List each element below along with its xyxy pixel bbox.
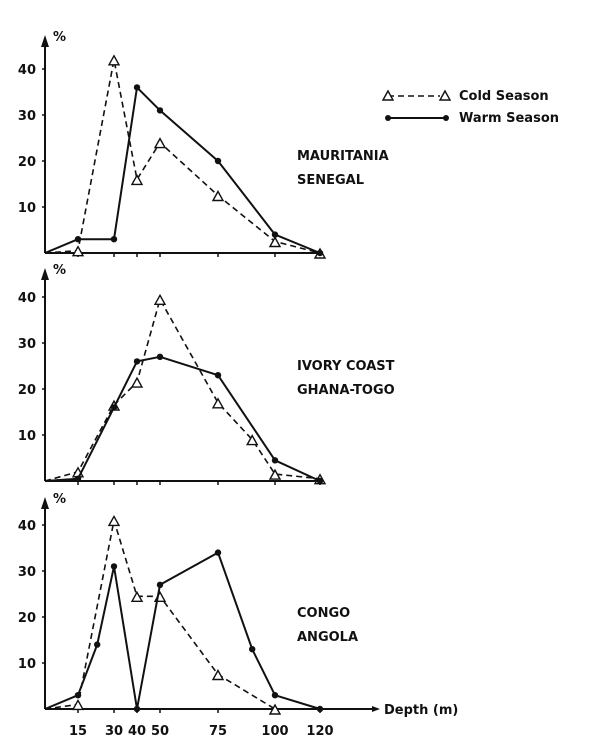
warm-season-point <box>249 646 256 653</box>
warm-season-point <box>214 157 222 165</box>
cold-season-point <box>211 397 225 409</box>
dot-marker-icon <box>385 115 391 121</box>
y-tick-label: 20 <box>18 155 36 170</box>
y-tick-label: 30 <box>18 565 36 580</box>
y-tick-label: 10 <box>18 201 36 216</box>
panel-2: % 10 20 30 40 IVORY COAST GHANA-TOGO <box>18 263 395 485</box>
legend-label-cold: Cold Season <box>459 89 549 104</box>
cold-season-point <box>130 173 144 186</box>
region-label: GHANA-TOGO <box>297 383 395 398</box>
x-tick-label: 15 <box>69 724 87 739</box>
y-tick-label: 30 <box>18 337 36 352</box>
x-axis-arrow-icon <box>372 706 380 712</box>
region-label: MAURITANIA <box>297 149 389 164</box>
warm-season-point <box>316 705 324 713</box>
y-tick-label: 10 <box>18 657 36 672</box>
y-tick-label: 20 <box>18 611 36 626</box>
x-tick-label: 75 <box>209 724 227 739</box>
warm-season-point <box>133 705 141 713</box>
cold-season-line <box>44 298 321 482</box>
cold-season-point <box>107 514 121 527</box>
warm-season-point <box>271 231 279 238</box>
warm-season-point <box>74 692 82 699</box>
cold-season-point <box>246 434 259 446</box>
warm-season-point <box>110 236 118 243</box>
y-tick-label: 30 <box>18 109 36 124</box>
region-label: SENEGAL <box>297 173 364 188</box>
warm-season-point <box>316 477 324 485</box>
warm-season-point <box>74 475 82 482</box>
warm-season-point <box>110 563 118 570</box>
warm-season-point <box>214 372 222 379</box>
y-axis-arrow-icon <box>41 35 49 47</box>
y-tick-label: 40 <box>18 519 36 534</box>
cold-season-point <box>211 190 225 202</box>
cold-season-line <box>44 58 321 254</box>
cold-season-point <box>71 698 85 711</box>
panel-3: % 10 20 30 40 15 30 40 50 75 100 120 Depth (m) CONGO A… <box>18 492 458 739</box>
warm-season-point <box>133 358 141 365</box>
y-axis-label: % <box>53 30 66 45</box>
x-tick-label: 40 <box>128 724 146 739</box>
cold-season-point <box>268 236 282 248</box>
dot-marker-icon <box>443 115 449 121</box>
legend-item-cold: Cold Season <box>381 89 549 104</box>
legend-label-warm: Warm Season <box>459 111 559 126</box>
y-tick-label: 10 <box>18 429 36 444</box>
cold-season-point <box>107 54 121 66</box>
y-axis-arrow-icon <box>41 268 49 280</box>
triangle-marker-icon <box>438 89 452 101</box>
y-tick-label: 20 <box>18 383 36 398</box>
y-axis-arrow-icon <box>41 497 49 509</box>
warm-season-line <box>44 551 321 710</box>
legend-item-warm: Warm Season <box>385 111 559 126</box>
warm-season-point <box>156 107 164 114</box>
warm-season-point <box>94 641 101 648</box>
warm-season-point <box>156 581 164 588</box>
y-tick-label: 40 <box>18 63 36 78</box>
region-label: CONGO <box>297 606 350 621</box>
legend: Cold Season Warm Season <box>381 89 559 126</box>
x-tick-label: 30 <box>105 724 123 739</box>
warm-season-point <box>74 236 82 243</box>
warm-season-point <box>271 692 279 699</box>
warm-season-point <box>156 353 164 360</box>
y-tick-label: 40 <box>18 291 36 306</box>
cold-season-point <box>130 376 144 388</box>
region-label: ANGOLA <box>297 630 358 645</box>
warm-season-point <box>271 457 279 464</box>
cold-season-point <box>211 669 225 681</box>
cold-season-point <box>268 468 282 480</box>
cold-season-point <box>153 293 167 305</box>
cold-season-point <box>130 590 144 602</box>
cold-season-point <box>71 245 85 257</box>
cold-season-point <box>268 703 282 715</box>
warm-season-point <box>316 249 324 257</box>
x-tick-label: 120 <box>306 724 333 739</box>
region-label: IVORY COAST <box>297 359 395 374</box>
y-axis-label: % <box>53 492 66 507</box>
warm-season-line <box>44 355 321 482</box>
panel-1: % 10 20 30 40 MAURITANIA SENEGAL <box>18 30 389 259</box>
warm-season-point <box>110 404 118 411</box>
triangle-marker-icon <box>381 89 395 101</box>
warm-season-point <box>133 84 141 91</box>
x-tick-label: 50 <box>151 724 169 739</box>
warm-season-point <box>214 549 222 556</box>
cold-season-point <box>153 137 167 149</box>
x-axis-label: Depth (m) <box>384 703 458 718</box>
x-tick-label: 100 <box>261 724 288 739</box>
y-axis-label: % <box>53 263 66 278</box>
warm-season-line <box>44 86 321 254</box>
